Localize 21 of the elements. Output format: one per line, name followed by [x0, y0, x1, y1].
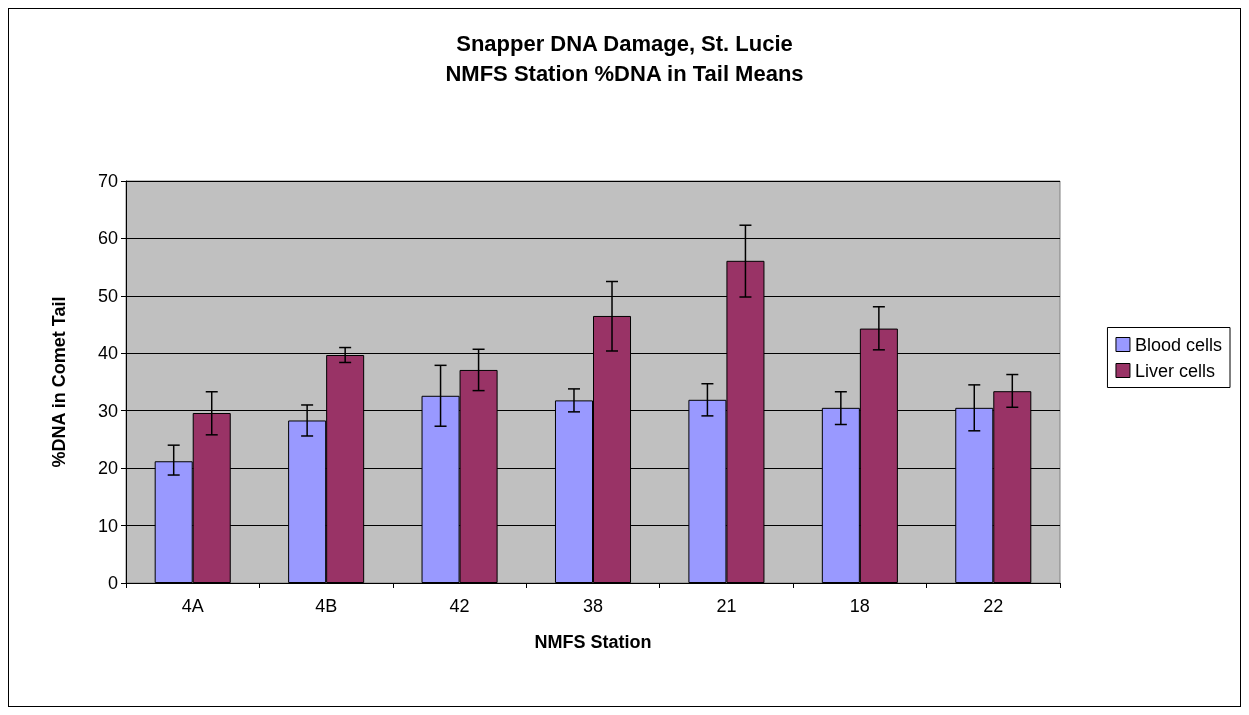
y-tick-label: 20: [97, 458, 118, 479]
y-tick-label: 10: [97, 515, 118, 536]
chart-title: Snapper DNA Damage, St. Lucie: [456, 30, 793, 56]
chart-subtitle: NMFS Station %DNA in Tail Means: [445, 60, 804, 86]
x-tick-label: 42: [449, 596, 470, 616]
x-tick-label: 4B: [315, 596, 338, 616]
y-tick-label: 50: [97, 285, 118, 306]
y-tick-label: 40: [97, 343, 118, 364]
x-tick-label: 18: [849, 596, 870, 616]
x-tick-label: 38: [582, 596, 604, 616]
y-axis-title: %DNA in Comet Tail: [49, 296, 69, 468]
legend-label: Blood cells: [1134, 334, 1222, 355]
y-tick-label: 60: [97, 228, 118, 249]
legend-label: Liver cells: [1134, 360, 1215, 381]
x-tick-label: 21: [716, 596, 737, 616]
y-tick-label: 0: [107, 573, 118, 593]
y-tick-label: 70: [97, 171, 118, 191]
x-tick-label: 22: [983, 596, 1004, 616]
x-axis-title: NMFS Station: [534, 632, 652, 652]
x-tick-label: 4A: [181, 596, 204, 616]
y-tick-label: 30: [97, 400, 118, 421]
